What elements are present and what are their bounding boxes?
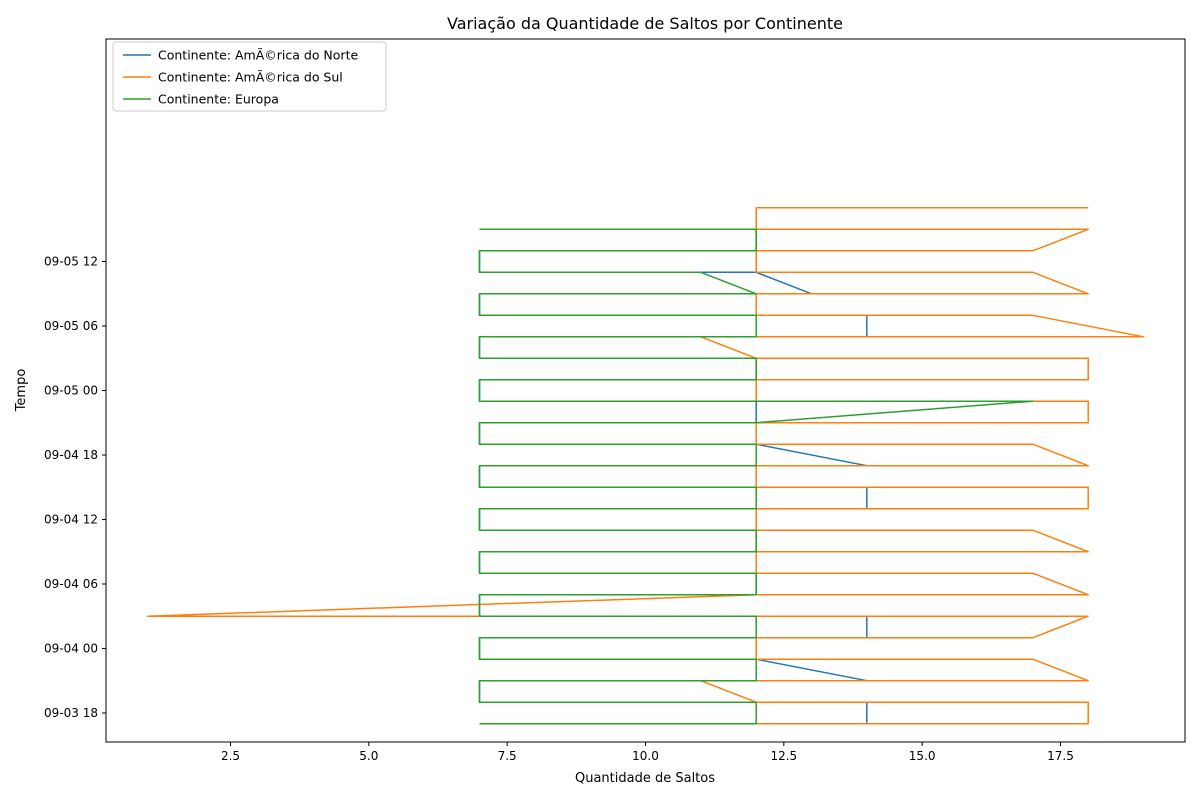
x-tick-label: 5.0 bbox=[359, 749, 378, 763]
y-tick-label: 09-04 18 bbox=[44, 448, 98, 462]
x-tick-label: 17.5 bbox=[1047, 749, 1074, 763]
x-tick-label: 15.0 bbox=[909, 749, 936, 763]
series-line-2 bbox=[146, 207, 1145, 725]
x-tick-label: 7.5 bbox=[498, 749, 517, 763]
legend-items: Continente: AmÃ©rica do Norte Continente:… bbox=[123, 48, 358, 107]
y-axis-ticks: 09-03 18 09-04 00 09-04 06 09-04 12 09-04 18… bbox=[44, 255, 106, 720]
y-tick-label: 09-05 00 bbox=[44, 384, 98, 398]
x-tick-label: 2.5 bbox=[221, 749, 240, 763]
x-tick-label: 10.0 bbox=[632, 749, 659, 763]
x-tick-label: 12.5 bbox=[770, 749, 797, 763]
chart-title: Variação da Quantidade de Saltos por Con… bbox=[447, 14, 843, 33]
y-tick-label: 09-03 18 bbox=[44, 706, 98, 720]
y-tick-label: 09-04 12 bbox=[44, 512, 98, 526]
series-group bbox=[146, 207, 1145, 725]
y-axis-label: Tempo bbox=[14, 369, 29, 413]
x-axis-label: Quantidade de Saltos bbox=[575, 771, 715, 786]
y-tick-label: 09-04 00 bbox=[44, 641, 98, 655]
x-axis-ticks: 2.5 5.0 7.5 10.0 12.5 15.0 17.5 bbox=[221, 742, 1074, 763]
legend-box bbox=[112, 41, 387, 112]
series-line-3 bbox=[478, 228, 1034, 725]
y-tick-label: 09-05 12 bbox=[44, 255, 98, 269]
legend-label: Continente: AmÃ©rica do Sul bbox=[158, 70, 343, 85]
y-tick-label: 09-05 06 bbox=[44, 319, 98, 333]
legend-label: Continente: Europa bbox=[158, 92, 279, 107]
y-tick-label: 09-04 06 bbox=[44, 577, 98, 591]
legend: Continente: AmÃ©rica do Norte Continente:… bbox=[112, 41, 387, 112]
legend-label: Continente: AmÃ©rica do Norte bbox=[158, 48, 358, 63]
